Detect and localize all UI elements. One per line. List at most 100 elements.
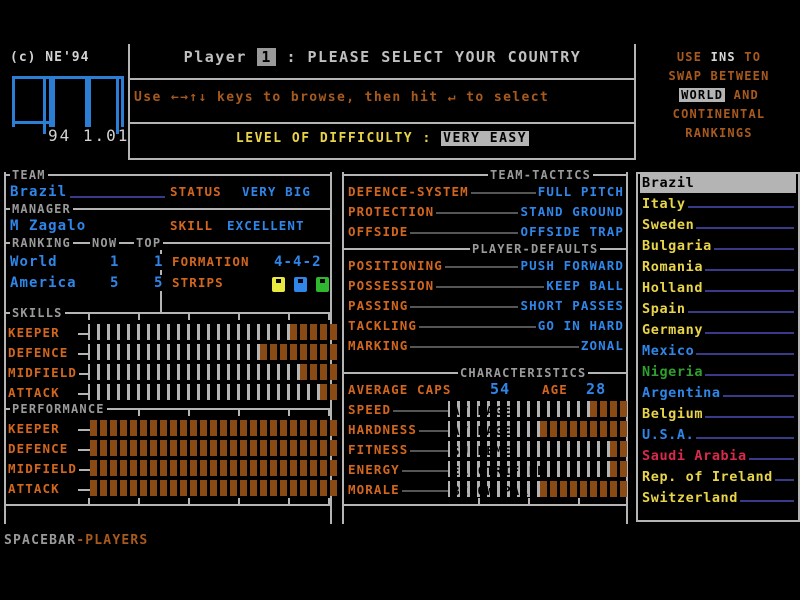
characteristic-bar-speed-segment [500, 401, 507, 417]
characteristic-bar-speed-segment [520, 401, 527, 417]
rankings-and-word: AND [733, 88, 759, 102]
skill-row-dash [78, 353, 90, 355]
skill-bar-attack-segment [210, 384, 217, 400]
characteristic-bar-energy-segment [580, 461, 587, 477]
skill-bar-defence-segment [150, 344, 157, 360]
country-list-item[interactable]: Romania [638, 258, 798, 279]
tactics-panel-right-border [626, 172, 628, 524]
rankings-mode-badge[interactable]: WORLD [679, 88, 726, 102]
characteristic-bar-morale-segment [450, 481, 457, 497]
characteristic-bar-fitness-segment [610, 441, 617, 457]
logo-glyph-g [12, 76, 52, 127]
characteristic-bar-morale-segment [550, 481, 557, 497]
country-list[interactable]: Brazil Italy Sweden Bulgaria Romania Holland S… [636, 172, 800, 522]
skill-bar-keeper-segment [120, 324, 127, 340]
group-manager-label: MANAGER [10, 202, 73, 216]
skill-bar-attack-segment [100, 384, 107, 400]
skill-bar-keeper-segment [330, 324, 337, 340]
skill-bar-keeper-segment [200, 324, 207, 340]
characteristic-bar-hardness-segment [590, 421, 597, 437]
performance-bar-midfield-segment [230, 460, 237, 476]
tactic-dash [348, 192, 618, 194]
performance-bar-midfield-segment [110, 460, 117, 476]
performance-bar-attack-segment [90, 480, 97, 496]
characteristic-bar-morale-segment [520, 481, 527, 497]
skill-bar-keeper-segment [140, 324, 147, 340]
footer-hint: SPACEBAR-PLAYERS [4, 533, 148, 548]
country-list-item[interactable]: Italy [638, 195, 798, 216]
country-name: Rep. of Ireland [642, 469, 775, 485]
performance-bar-defence-segment [270, 440, 277, 456]
characteristic-bar-speed-segment [530, 401, 537, 417]
strips-label: STRIPS [170, 275, 226, 290]
country-list-item[interactable]: Brazil [638, 174, 798, 195]
characteristic-bar-morale-segment [470, 481, 477, 497]
characteristic-bar-hardness-segment [570, 421, 577, 437]
country-list-item[interactable]: Switzerland [638, 489, 798, 510]
country-list-item[interactable]: Spain [638, 300, 798, 321]
characteristic-bar-hardness-segment [610, 421, 617, 437]
characteristic-bar-morale-segment [460, 481, 467, 497]
performance-bar-defence-segment [200, 440, 207, 456]
skill-bar-midfield-segment [190, 364, 197, 380]
characteristic-bar-morale-segment [480, 481, 487, 497]
characteristic-bar-hardness-segment [490, 421, 497, 437]
country-list-item[interactable]: Bulgaria [638, 237, 798, 258]
characteristic-bar-hardness-segment [470, 421, 477, 437]
country-name: Argentina [642, 385, 723, 401]
country-list-item[interactable]: U.S.A. [638, 426, 798, 447]
performance-bar-attack-segment [130, 480, 137, 496]
country-name: U.S.A. [642, 427, 697, 443]
page-title: Player 1 : PLEASE SELECT YOUR COUNTRY [130, 48, 635, 66]
skills-grid-tick [238, 312, 240, 320]
title-prefix: Player [183, 48, 247, 66]
characteristic-bar-morale-segment [560, 481, 567, 497]
characteristic-bar-hardness-segment [600, 421, 607, 437]
performance-bar-midfield-segment [140, 460, 147, 476]
strip-swatch-head [298, 279, 303, 283]
strip-swatch [316, 277, 329, 292]
country-row-line [693, 437, 794, 439]
country-list-item[interactable]: Sweden [638, 216, 798, 237]
country-list-item[interactable]: Argentina [638, 384, 798, 405]
performance-grid-tick [238, 408, 240, 416]
country-list-item[interactable]: Saudi Arabia [638, 447, 798, 468]
skill-bar-midfield [88, 364, 338, 380]
characteristic-bar-speed-segment [620, 401, 627, 417]
country-list-item[interactable]: Rep. of Ireland [638, 468, 798, 489]
group-tactics-label: TEAM-TACTICS [488, 168, 594, 182]
country-list-item[interactable]: Germany [638, 321, 798, 342]
skill-bar-attack-segment [330, 384, 337, 400]
performance-bar-defence-segment [300, 440, 307, 456]
tactic-label: PROTECTION [346, 204, 437, 219]
country-list-item[interactable]: Holland [638, 279, 798, 300]
characteristic-bar-fitness-segment [620, 441, 627, 457]
skill-bar-keeper-segment [260, 324, 267, 340]
performance-bar-attack-segment [270, 480, 277, 496]
characteristic-bar-morale-segment [500, 481, 507, 497]
player-number-badge: 1 [257, 48, 276, 66]
difficulty-row[interactable]: LEVEL OF DIFFICULTY : VERY EASY [130, 131, 635, 146]
tactics-group-line [342, 174, 626, 176]
characteristic-bar-speed-segment [590, 401, 597, 417]
country-name: Saudi Arabia [642, 448, 749, 464]
performance-bar-defence-segment [330, 440, 337, 456]
divider-bottom [130, 158, 636, 160]
performance-bar-midfield-segment [130, 460, 137, 476]
performance-bar-defence-segment [240, 440, 247, 456]
characteristic-bar-fitness-segment [540, 441, 547, 457]
performance-bottom-tick [88, 498, 90, 506]
default-label: PASSING [346, 298, 411, 313]
characteristic-value: AVERAGE [452, 423, 512, 438]
country-list-item[interactable]: Belgium [638, 405, 798, 426]
team-name: Brazil [8, 184, 70, 200]
difficulty-value[interactable]: VERY EASY [441, 131, 530, 146]
characteristic-bar-energy-segment [450, 461, 457, 477]
skill-bar-keeper-segment [300, 324, 307, 340]
performance-bar-defence-segment [250, 440, 257, 456]
characteristic-bar-speed-segment [600, 401, 607, 417]
country-list-item[interactable]: Mexico [638, 342, 798, 363]
performance-group-line [4, 408, 330, 410]
country-name: Holland [642, 280, 706, 296]
country-list-item[interactable]: Nigeria [638, 363, 798, 384]
